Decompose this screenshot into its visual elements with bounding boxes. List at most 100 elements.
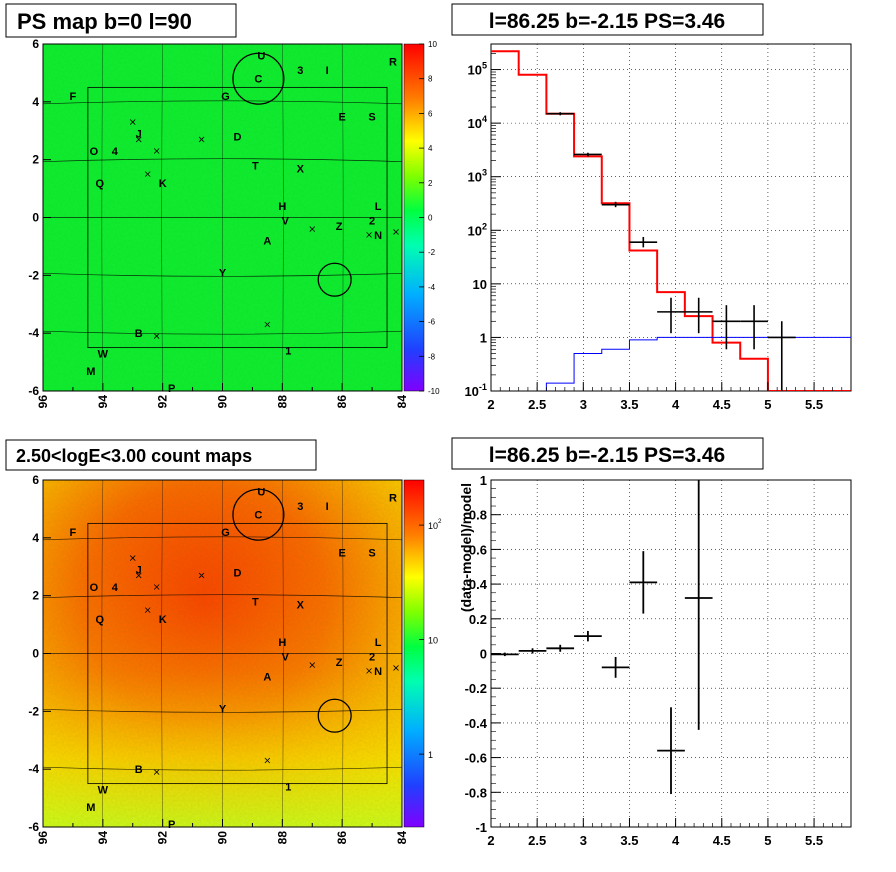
x-tick-label: 4	[672, 833, 680, 848]
source-label: V	[282, 651, 290, 663]
spectrum-panel: 2 2.5 3 3.5 4 4.5 5 5.5 10-1 1 10 102 103 104 105	[464, 43, 852, 412]
source-label: D	[233, 132, 241, 144]
residual-x-ticks: 2 2.5 3 3.5 4 4.5 5 5.5	[487, 818, 852, 848]
source-label: C	[254, 74, 262, 86]
y-tick-label: -4	[28, 762, 39, 776]
colorbar-tick-label: 2	[428, 179, 433, 188]
ps-map-panel: UC 3 I R F G E S J D 4 O T X Q K H L V 2 Z N A Y B W 1 M P 96 94 92 90 8…	[28, 37, 440, 408]
source-label: 4	[112, 146, 119, 158]
graticule-longitude	[341, 43, 344, 392]
y-tick-label: -0.2	[465, 681, 487, 696]
y-tick-label: 1	[480, 330, 487, 345]
count-colorbar	[403, 479, 425, 828]
x-tick-label: 5.5	[805, 397, 823, 412]
x-tick-label: 90	[216, 395, 230, 409]
cross-marker	[393, 229, 399, 235]
source-label: F	[70, 527, 77, 539]
source-label: J	[136, 129, 142, 141]
spectrum-frame	[490, 43, 852, 392]
spectrum-series	[491, 50, 851, 391]
ps-map-title-box: PS map b=0 l=90	[5, 3, 237, 38]
count-map-overlay: UC 3 I R F G E S J D 4 O T X Q K H L V 2 Z N A Y B W 1 M P	[42, 479, 403, 831]
count-map-title-box: 2.50<logE<3.00 count maps	[5, 439, 317, 471]
graticule-longitude	[341, 479, 344, 828]
x-tick-label: 90	[216, 831, 230, 845]
source-label: S	[368, 111, 375, 123]
source-label: I	[326, 501, 329, 513]
x-tick-label: 94	[96, 831, 110, 845]
source-label: X	[297, 163, 305, 175]
residual-panel: 2 2.5 3 3.5 4 4.5 5 5.5 1 0.8 0.6 0.4 0.2 0 -0.2 -0.4 -…	[458, 473, 852, 848]
y-tick-label: 2	[32, 589, 39, 603]
colorbar-tick-label: -8	[428, 352, 436, 361]
graticule-longitude	[282, 479, 284, 828]
y-tick-label: -2	[28, 268, 39, 282]
source-label: E	[338, 547, 345, 559]
x-tick-label: 3	[580, 397, 587, 412]
source-label: P	[168, 819, 175, 831]
source-label: U	[257, 487, 265, 499]
x-tick-label: 2	[487, 397, 494, 412]
x-tick-label: 86	[335, 395, 349, 409]
residual-title-box: l=86.25 b=-2.15 PS=3.46	[451, 437, 764, 470]
x-tick-label: 4.5	[713, 833, 731, 848]
source-label: Y	[219, 267, 227, 279]
source-label: E	[338, 111, 345, 123]
spectrum-title: l=86.25 b=-2.15 PS=3.46	[489, 10, 725, 33]
source-label: W	[98, 348, 109, 360]
source-label: K	[159, 178, 167, 190]
x-tick-label: 96	[36, 831, 50, 845]
y-tick-label: 104	[467, 114, 487, 131]
residual-title: l=86.25 b=-2.15 PS=3.46	[489, 444, 725, 467]
cross-marker	[135, 572, 142, 579]
y-tick-label: 0	[32, 211, 39, 225]
source-label: O	[90, 146, 99, 158]
source-label: M	[86, 366, 95, 378]
x-tick-label: 84	[395, 395, 409, 409]
source-label: A	[263, 236, 271, 248]
colorbar-tick-label: 4	[428, 144, 433, 153]
source-label: Y	[219, 703, 227, 715]
source-label: L	[375, 201, 382, 213]
colorbar-tick-label: 1	[428, 750, 433, 760]
x-tick-label: 84	[395, 831, 409, 845]
source-label: P	[168, 383, 175, 395]
residual-y-label: (data-model)/model	[458, 483, 474, 612]
source-label: Q	[96, 178, 105, 190]
spectrum-title-box: l=86.25 b=-2.15 PS=3.46	[451, 3, 764, 36]
source-label: 1	[285, 782, 291, 794]
source-label: W	[98, 784, 109, 796]
source-circle	[232, 52, 285, 105]
cross-marker	[366, 668, 372, 674]
y-tick-label: 0.6	[469, 542, 487, 557]
graticule-longitude	[101, 43, 104, 392]
count-map-y-ticks: 6 4 2 0 -2 -4 -6	[28, 473, 51, 834]
y-tick-label: -6	[28, 384, 39, 398]
cross-marker	[129, 119, 136, 125]
source-circle	[317, 698, 352, 733]
source-label: N	[374, 230, 382, 242]
graticule-longitude	[101, 479, 104, 828]
source-label: V	[282, 215, 290, 227]
x-tick-label: 96	[36, 395, 50, 409]
colorbar-tick-label: -4	[428, 283, 436, 292]
cross-marker	[198, 136, 205, 143]
cross-marker	[153, 333, 160, 339]
spectrum-x-ticks: 2 2.5 3 3.5 4 4.5 5 5.5	[487, 382, 852, 412]
x-tick-label: 3	[580, 833, 587, 848]
colorbar-tick-label: -10	[428, 387, 440, 396]
x-tick-label: 3.5	[620, 833, 638, 848]
cross-marker	[153, 148, 160, 154]
cross-marker	[198, 572, 205, 579]
y-tick-label: 0	[480, 647, 487, 662]
source-label: F	[70, 91, 77, 103]
count-map-title: 2.50<logE<3.00 count maps	[16, 446, 252, 466]
source-label: A	[263, 672, 271, 684]
count-map-x-ticks: 96 94 92 90 88 86 84	[36, 819, 409, 844]
y-tick-label: -2	[28, 704, 39, 718]
cross-marker	[153, 769, 160, 775]
source-label: B	[135, 328, 143, 340]
y-tick-label: 6	[32, 37, 39, 51]
graticule-longitude	[161, 43, 163, 392]
